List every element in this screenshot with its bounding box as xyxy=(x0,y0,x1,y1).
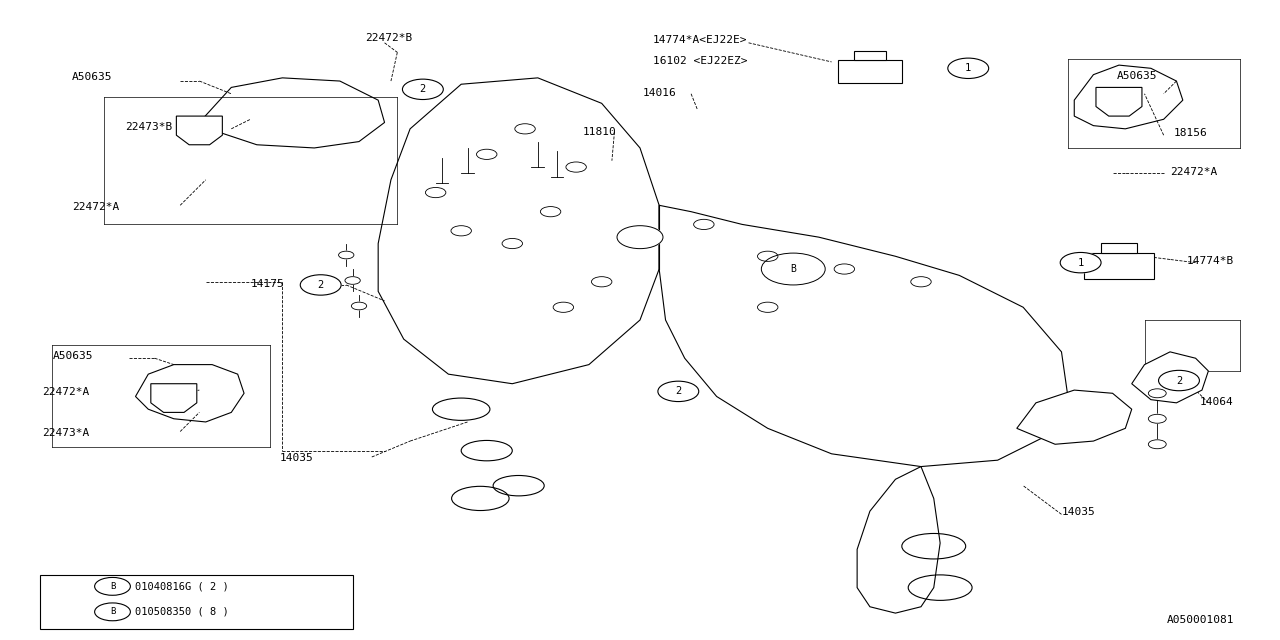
FancyBboxPatch shape xyxy=(1101,243,1137,253)
FancyBboxPatch shape xyxy=(838,60,902,83)
Circle shape xyxy=(425,188,445,198)
Text: 2: 2 xyxy=(1176,376,1183,385)
Circle shape xyxy=(566,162,586,172)
Circle shape xyxy=(835,264,855,274)
Text: B: B xyxy=(110,607,115,616)
Text: 010508350 ( 8 ): 010508350 ( 8 ) xyxy=(136,607,229,617)
Text: 2: 2 xyxy=(317,280,324,290)
Text: 22472*B: 22472*B xyxy=(365,33,412,44)
Text: 16102 <EJ22EZ>: 16102 <EJ22EZ> xyxy=(653,56,748,66)
FancyBboxPatch shape xyxy=(1084,253,1155,278)
Circle shape xyxy=(1060,252,1101,273)
Circle shape xyxy=(591,276,612,287)
Text: 2: 2 xyxy=(675,387,681,396)
Text: 2: 2 xyxy=(61,607,67,617)
Circle shape xyxy=(301,275,342,295)
Circle shape xyxy=(515,124,535,134)
Circle shape xyxy=(402,79,443,100)
Polygon shape xyxy=(1016,390,1132,444)
Text: 14774*A<EJ22E>: 14774*A<EJ22E> xyxy=(653,35,748,45)
Circle shape xyxy=(46,603,82,621)
Circle shape xyxy=(46,577,82,595)
Text: 1: 1 xyxy=(61,581,67,591)
Circle shape xyxy=(95,603,131,621)
Text: B: B xyxy=(790,264,796,274)
Circle shape xyxy=(502,239,522,248)
Text: 18156: 18156 xyxy=(1174,128,1207,138)
Text: B: B xyxy=(110,582,115,591)
Circle shape xyxy=(1148,440,1166,449)
Circle shape xyxy=(947,58,988,79)
Circle shape xyxy=(351,302,366,310)
Circle shape xyxy=(1148,389,1166,397)
Text: A050001081: A050001081 xyxy=(1166,614,1234,625)
Text: A50635: A50635 xyxy=(1116,71,1157,81)
Circle shape xyxy=(339,251,353,259)
Circle shape xyxy=(1148,414,1166,423)
Text: 01040816G ( 2 ): 01040816G ( 2 ) xyxy=(136,581,229,591)
Text: 22472*A: 22472*A xyxy=(42,387,90,397)
Circle shape xyxy=(694,220,714,230)
Circle shape xyxy=(95,577,131,595)
FancyBboxPatch shape xyxy=(854,51,886,60)
Circle shape xyxy=(758,251,778,261)
Circle shape xyxy=(476,149,497,159)
Text: 22473*B: 22473*B xyxy=(125,122,173,132)
Text: 14035: 14035 xyxy=(1061,508,1096,518)
Circle shape xyxy=(346,276,360,284)
Polygon shape xyxy=(151,384,197,412)
Circle shape xyxy=(762,253,826,285)
Text: 14175: 14175 xyxy=(251,279,284,289)
Text: A50635: A50635 xyxy=(72,72,113,81)
Text: 11810: 11810 xyxy=(582,127,616,137)
Text: 1: 1 xyxy=(965,63,972,74)
Text: 14064: 14064 xyxy=(1199,397,1233,406)
Polygon shape xyxy=(1096,88,1142,116)
Text: 14016: 14016 xyxy=(643,88,676,97)
Text: 2: 2 xyxy=(420,84,426,94)
Text: 14035: 14035 xyxy=(280,452,314,463)
Text: 22473*A: 22473*A xyxy=(42,428,90,438)
Polygon shape xyxy=(1132,352,1208,403)
Text: 22472*A: 22472*A xyxy=(1170,166,1217,177)
Circle shape xyxy=(553,302,573,312)
Text: 22472*A: 22472*A xyxy=(72,202,119,212)
Text: 1: 1 xyxy=(1078,258,1084,268)
Circle shape xyxy=(1158,371,1199,391)
Text: 14774*B: 14774*B xyxy=(1187,257,1234,266)
Polygon shape xyxy=(177,116,223,145)
FancyBboxPatch shape xyxy=(40,575,352,629)
Circle shape xyxy=(451,226,471,236)
Text: A50635: A50635 xyxy=(52,351,93,362)
Circle shape xyxy=(617,226,663,248)
Circle shape xyxy=(758,302,778,312)
Circle shape xyxy=(658,381,699,401)
Circle shape xyxy=(911,276,932,287)
Circle shape xyxy=(540,207,561,217)
